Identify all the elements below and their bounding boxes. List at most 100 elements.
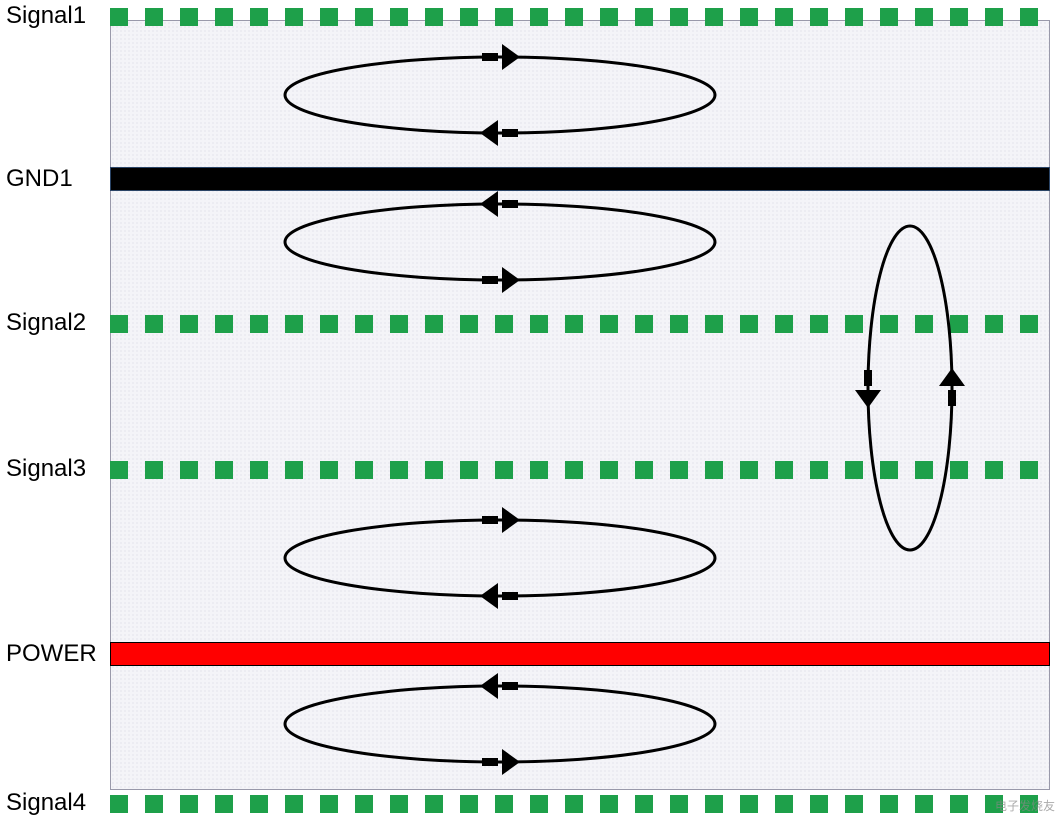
signal-segment bbox=[215, 795, 233, 813]
signal-segment bbox=[705, 795, 723, 813]
signal-segment bbox=[215, 461, 233, 479]
signal-segment bbox=[600, 315, 618, 333]
signal-segment bbox=[285, 315, 303, 333]
signal-segment bbox=[320, 461, 338, 479]
signal-segment bbox=[285, 461, 303, 479]
signal-segment bbox=[530, 795, 548, 813]
signal-segment bbox=[565, 461, 583, 479]
signal1-trace bbox=[110, 8, 1050, 26]
signal-segment bbox=[530, 315, 548, 333]
signal-segment bbox=[390, 461, 408, 479]
signal-segment bbox=[215, 8, 233, 26]
signal-segment bbox=[425, 461, 443, 479]
power-plane bbox=[110, 642, 1050, 666]
signal-segment bbox=[985, 8, 1003, 26]
signal-segment bbox=[320, 315, 338, 333]
signal-segment bbox=[950, 795, 968, 813]
signal-segment bbox=[705, 461, 723, 479]
signal-segment bbox=[740, 8, 758, 26]
signal-segment bbox=[775, 315, 793, 333]
signal-segment bbox=[600, 461, 618, 479]
signal-segment bbox=[110, 315, 128, 333]
signal-segment bbox=[110, 8, 128, 26]
signal-segment bbox=[495, 795, 513, 813]
signal-segment bbox=[425, 795, 443, 813]
signal-segment bbox=[390, 795, 408, 813]
signal-segment bbox=[600, 8, 618, 26]
signal-segment bbox=[460, 461, 478, 479]
signal-segment bbox=[145, 795, 163, 813]
signal-segment bbox=[250, 795, 268, 813]
signal-segment bbox=[180, 795, 198, 813]
layer-label-signal3: Signal3 bbox=[6, 455, 86, 483]
signal-segment bbox=[495, 8, 513, 26]
layer-label-signal2: Signal2 bbox=[6, 309, 86, 337]
signal-segment bbox=[250, 315, 268, 333]
signal-segment bbox=[355, 795, 373, 813]
signal-segment bbox=[670, 795, 688, 813]
layer-label-signal1: Signal1 bbox=[6, 2, 86, 30]
signal-segment bbox=[285, 8, 303, 26]
signal-segment bbox=[390, 315, 408, 333]
signal-segment bbox=[565, 795, 583, 813]
signal-segment bbox=[495, 461, 513, 479]
signal-segment bbox=[705, 315, 723, 333]
signal-segment bbox=[670, 8, 688, 26]
signal-segment bbox=[460, 8, 478, 26]
signal-segment bbox=[705, 8, 723, 26]
signal-segment bbox=[880, 795, 898, 813]
signal-segment bbox=[915, 795, 933, 813]
signal-segment bbox=[320, 795, 338, 813]
signal-segment bbox=[355, 461, 373, 479]
signal-segment bbox=[775, 461, 793, 479]
signal-segment bbox=[845, 8, 863, 26]
signal-segment bbox=[1020, 8, 1038, 26]
signal-segment bbox=[180, 315, 198, 333]
signal-segment bbox=[425, 315, 443, 333]
signal-segment bbox=[390, 8, 408, 26]
signal-segment bbox=[355, 8, 373, 26]
signal-segment bbox=[320, 8, 338, 26]
signal-segment bbox=[355, 315, 373, 333]
signal-segment bbox=[530, 8, 548, 26]
signal-segment bbox=[145, 315, 163, 333]
signal-segment bbox=[250, 461, 268, 479]
signal-segment bbox=[775, 8, 793, 26]
signal-segment bbox=[985, 315, 1003, 333]
signal-segment bbox=[880, 8, 898, 26]
signal-segment bbox=[670, 315, 688, 333]
signal-segment bbox=[600, 795, 618, 813]
signal-segment bbox=[635, 8, 653, 26]
signal-segment bbox=[810, 315, 828, 333]
signal-segment bbox=[740, 315, 758, 333]
layer-label-signal4: Signal4 bbox=[6, 789, 86, 817]
signal4-trace bbox=[110, 795, 1050, 813]
signal-segment bbox=[950, 8, 968, 26]
signal-segment bbox=[635, 315, 653, 333]
signal-segment bbox=[530, 461, 548, 479]
signal-segment bbox=[495, 315, 513, 333]
signal-segment bbox=[565, 315, 583, 333]
signal-segment bbox=[215, 315, 233, 333]
signal-segment bbox=[145, 461, 163, 479]
signal-segment bbox=[250, 8, 268, 26]
signal-segment bbox=[180, 461, 198, 479]
signal-segment bbox=[985, 461, 1003, 479]
current-loop-vertical bbox=[848, 208, 978, 568]
signal-segment bbox=[460, 795, 478, 813]
signal-segment bbox=[635, 461, 653, 479]
signal-segment bbox=[285, 795, 303, 813]
signal-segment bbox=[810, 8, 828, 26]
signal-segment bbox=[425, 8, 443, 26]
signal-segment bbox=[460, 315, 478, 333]
current-loop-4 bbox=[110, 664, 1050, 784]
signal-segment bbox=[810, 461, 828, 479]
layer-label-power: POWER bbox=[6, 640, 97, 668]
watermark: 电子发烧友 bbox=[995, 797, 1055, 814]
signal-segment bbox=[775, 795, 793, 813]
signal-segment bbox=[565, 8, 583, 26]
signal-segment bbox=[635, 795, 653, 813]
signal-segment bbox=[1020, 315, 1038, 333]
signal-segment bbox=[670, 461, 688, 479]
signal-segment bbox=[180, 8, 198, 26]
